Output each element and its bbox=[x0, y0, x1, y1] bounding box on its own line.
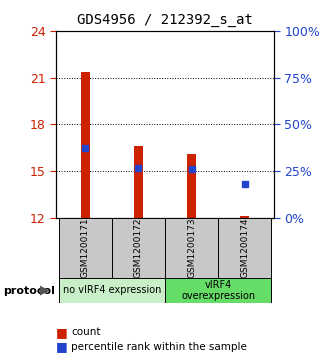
Text: count: count bbox=[71, 327, 100, 337]
Bar bbox=[187, 154, 196, 218]
Text: GSM1200172: GSM1200172 bbox=[134, 217, 143, 278]
Bar bbox=[81, 72, 90, 218]
Text: ▶: ▶ bbox=[40, 284, 50, 297]
Text: GSM1200171: GSM1200171 bbox=[81, 217, 90, 278]
Bar bbox=[134, 146, 143, 218]
Text: protocol: protocol bbox=[3, 286, 55, 296]
Bar bbox=[112, 218, 165, 278]
Bar bbox=[165, 278, 271, 303]
Text: percentile rank within the sample: percentile rank within the sample bbox=[71, 342, 247, 352]
Text: no vIRF4 expression: no vIRF4 expression bbox=[63, 285, 161, 295]
Bar bbox=[218, 218, 271, 278]
Bar bbox=[59, 278, 165, 303]
Text: ■: ■ bbox=[56, 340, 68, 353]
Bar bbox=[240, 216, 249, 218]
Text: GSM1200173: GSM1200173 bbox=[187, 217, 196, 278]
Text: ■: ■ bbox=[56, 326, 68, 339]
Text: GSM1200174: GSM1200174 bbox=[240, 217, 249, 278]
Bar bbox=[59, 218, 112, 278]
Text: vIRF4
overexpression: vIRF4 overexpression bbox=[181, 280, 255, 301]
Text: GDS4956 / 212392_s_at: GDS4956 / 212392_s_at bbox=[77, 13, 253, 28]
Bar bbox=[165, 218, 218, 278]
